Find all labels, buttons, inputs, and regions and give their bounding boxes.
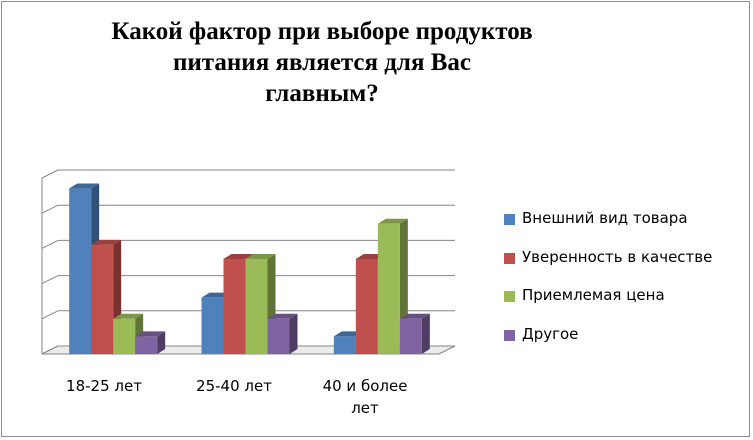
legend-item-quality: Уверенность в качестве: [504, 246, 749, 285]
bar-1-0: [201, 297, 224, 354]
legend: Внешний вид товара Уверенность в качеств…: [504, 207, 749, 361]
bar-2-2-top: [377, 218, 408, 224]
bar-1-2: [245, 258, 268, 354]
bar-1-3: [267, 318, 290, 354]
bar-1-1-top: [223, 253, 254, 259]
bar-0-2-top: [113, 313, 144, 319]
bar-0-1-top: [91, 239, 122, 245]
legend-label-other: Другое: [522, 324, 579, 343]
gridline-edge: [41, 204, 59, 214]
category-label-40-plus: 40 и более лет: [322, 377, 408, 417]
bar-0-0-top: [69, 183, 100, 189]
bar-2-3-top: [399, 313, 430, 319]
chart-title: Какой фактор при выборе продуктов питани…: [111, 18, 533, 107]
bar-0-3-side: [157, 331, 166, 354]
legend-item-other: Другое: [504, 323, 749, 362]
legend-label-price: Приемлемая цена: [522, 286, 665, 304]
bar-2-2: [377, 223, 400, 354]
bar-2-3-side: [421, 313, 430, 354]
legend-swatch-appearance: [504, 214, 515, 225]
gridline-edge: [41, 239, 59, 249]
legend-label-appearance: Внешний вид товара: [522, 209, 688, 227]
legend-label-quality: Уверенность в качестве: [522, 247, 713, 266]
gridline-edge: [41, 310, 59, 320]
bar-2-1: [355, 258, 378, 354]
bar-2-0: [333, 336, 356, 354]
gridline-edge: [41, 275, 59, 285]
bar-0-3: [135, 336, 158, 354]
bar-1-1: [223, 258, 246, 354]
gridline-edge: [41, 169, 59, 179]
bar-0-3-top: [135, 331, 166, 337]
bar-0-2: [113, 318, 136, 354]
legend-swatch-quality: [504, 252, 515, 264]
bar-1-2-top: [245, 253, 276, 259]
bar-0-1: [91, 244, 114, 354]
category-label-18-25: 18-25 лет: [66, 377, 142, 395]
legend-swatch-other: [504, 329, 515, 341]
category-label-25-40: 25-40 лет: [196, 377, 272, 395]
bar-1-3-top: [267, 313, 298, 319]
legend-item-appearance: Внешний вид товара: [504, 207, 749, 246]
bar-1-3-side: [289, 313, 298, 354]
bar-0-0: [69, 188, 92, 354]
bar-2-3: [399, 318, 422, 354]
legend-swatch-price: [504, 291, 515, 302]
legend-item-price: Приемлемая цена: [504, 284, 749, 323]
